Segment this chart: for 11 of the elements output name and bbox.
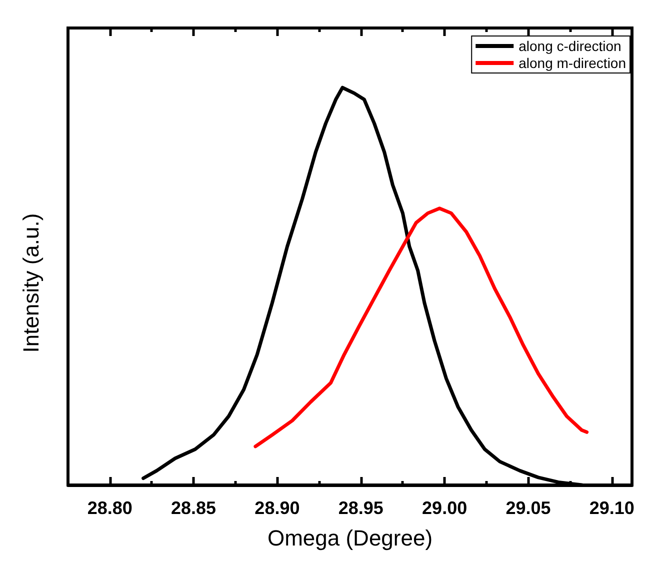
x-tick-label: 28.80 <box>87 498 132 518</box>
legend-label: along c-direction <box>518 38 622 54</box>
x-tick-label: 29.00 <box>422 498 468 518</box>
x-tick-label: 29.05 <box>506 498 551 518</box>
y-axis-title: Intensity (a.u.) <box>18 213 44 353</box>
x-axis-title: Omega (Degree) <box>267 526 433 550</box>
x-tick-label: 28.85 <box>170 498 216 518</box>
x-tick-label: 28.95 <box>338 498 384 518</box>
x-tick-label: 29.10 <box>589 498 634 518</box>
legend-label: along m-direction <box>518 55 626 71</box>
x-tick-label: 28.90 <box>254 498 300 518</box>
